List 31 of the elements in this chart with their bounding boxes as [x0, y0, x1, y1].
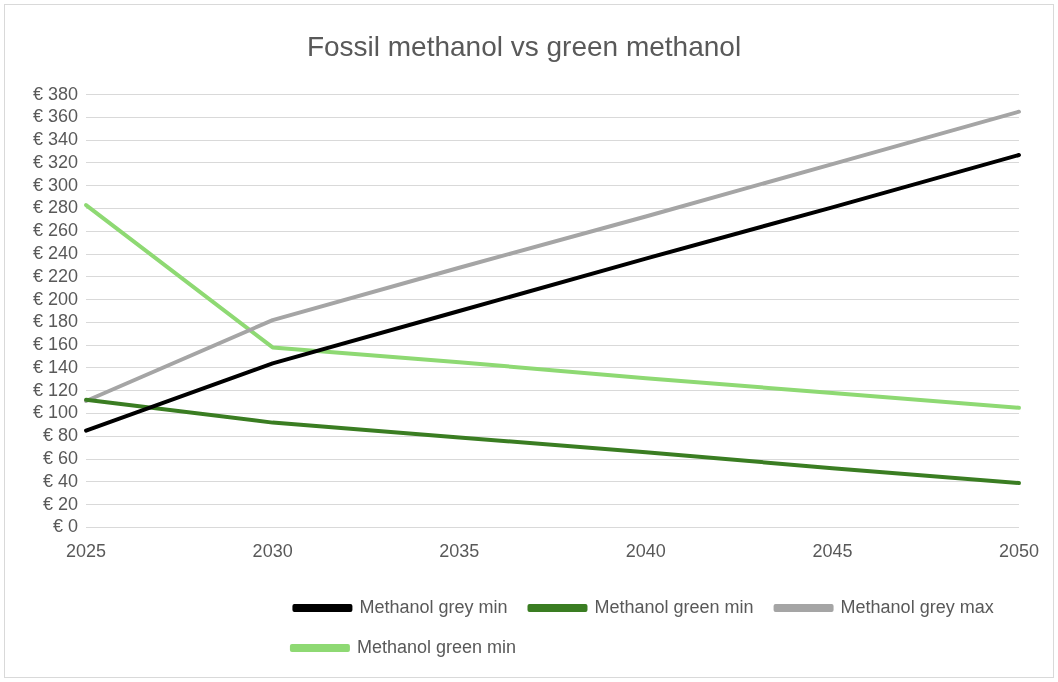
chart-title: Fossil methanol vs green methanol	[306, 30, 742, 62]
y-tick-label: € 220	[33, 265, 79, 286]
y-tick-label: € 160	[33, 334, 79, 355]
y-tick-label: € 300	[33, 174, 79, 195]
y-tick-label: € 360	[33, 106, 79, 127]
x-tick-label: 2035	[439, 541, 480, 562]
legend-label: Methanol grey max	[840, 596, 994, 617]
x-tick-label: 2040	[625, 541, 666, 562]
y-tick-label: € 180	[33, 311, 79, 332]
y-tick-label: € 60	[43, 448, 79, 469]
y-tick-label: € 100	[33, 402, 79, 423]
y-tick-label: € 280	[33, 197, 79, 218]
legend-label: Methanol green min	[356, 636, 517, 657]
x-tick-label: 2030	[252, 541, 293, 562]
y-tick-label: € 200	[33, 288, 79, 309]
y-tick-label: € 320	[33, 151, 79, 172]
x-tick-label: 2045	[812, 541, 853, 562]
y-tick-label: € 20	[43, 493, 79, 514]
x-tick-label: 2050	[998, 541, 1039, 562]
y-tick-label: € 240	[33, 243, 79, 264]
y-tick-label: € 80	[43, 425, 79, 446]
y-tick-label: € 380	[33, 83, 79, 104]
y-tick-label: € 0	[53, 516, 79, 537]
x-tick-label: 2025	[66, 541, 107, 562]
legend-label: Methanol green min	[594, 596, 754, 617]
y-tick-label: € 40	[43, 470, 79, 491]
y-tick-label: € 340	[33, 129, 79, 150]
y-tick-label: € 140	[33, 356, 79, 377]
y-tick-label: € 260	[33, 220, 79, 241]
y-tick-label: € 120	[33, 379, 79, 400]
legend-label: Methanol grey min	[359, 596, 508, 617]
